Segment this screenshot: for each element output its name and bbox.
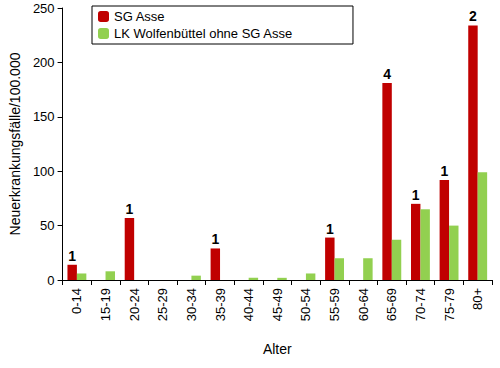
svg-text:80+: 80+ — [470, 288, 485, 310]
svg-text:1: 1 — [412, 187, 420, 203]
svg-text:30-34: 30-34 — [184, 288, 199, 321]
svg-text:2: 2 — [469, 8, 477, 24]
svg-text:1: 1 — [440, 163, 448, 179]
svg-text:Neuerkrankungsfälle/100.000: Neuerkrankungsfälle/100.000 — [7, 52, 23, 235]
svg-text:1: 1 — [211, 231, 219, 247]
svg-text:1: 1 — [326, 221, 334, 237]
svg-text:LK Wolfenbüttel ohne SG Asse: LK Wolfenbüttel ohne SG Asse — [114, 26, 292, 41]
svg-text:1: 1 — [68, 248, 76, 264]
svg-text:4: 4 — [383, 66, 391, 82]
svg-text:55-59: 55-59 — [327, 288, 342, 321]
svg-text:SG Asse: SG Asse — [114, 9, 165, 24]
svg-text:75-79: 75-79 — [442, 288, 457, 321]
svg-text:1: 1 — [126, 201, 134, 217]
svg-text:60-64: 60-64 — [356, 288, 371, 321]
svg-text:0-14: 0-14 — [69, 288, 84, 314]
svg-text:100: 100 — [33, 164, 55, 179]
svg-text:150: 150 — [33, 109, 55, 124]
svg-text:Alter: Alter — [263, 341, 292, 357]
svg-text:200: 200 — [33, 55, 55, 70]
svg-text:250: 250 — [33, 1, 55, 16]
svg-text:40-44: 40-44 — [241, 288, 256, 321]
svg-text:15-19: 15-19 — [98, 288, 113, 321]
svg-text:45-49: 45-49 — [270, 288, 285, 321]
svg-text:25-29: 25-29 — [155, 288, 170, 321]
svg-text:0: 0 — [47, 273, 54, 288]
svg-text:50-54: 50-54 — [298, 288, 313, 321]
svg-text:20-24: 20-24 — [127, 288, 142, 321]
svg-text:65-69: 65-69 — [384, 288, 399, 321]
svg-text:70-74: 70-74 — [413, 288, 428, 321]
svg-text:35-39: 35-39 — [213, 288, 228, 321]
svg-text:50: 50 — [40, 218, 54, 233]
